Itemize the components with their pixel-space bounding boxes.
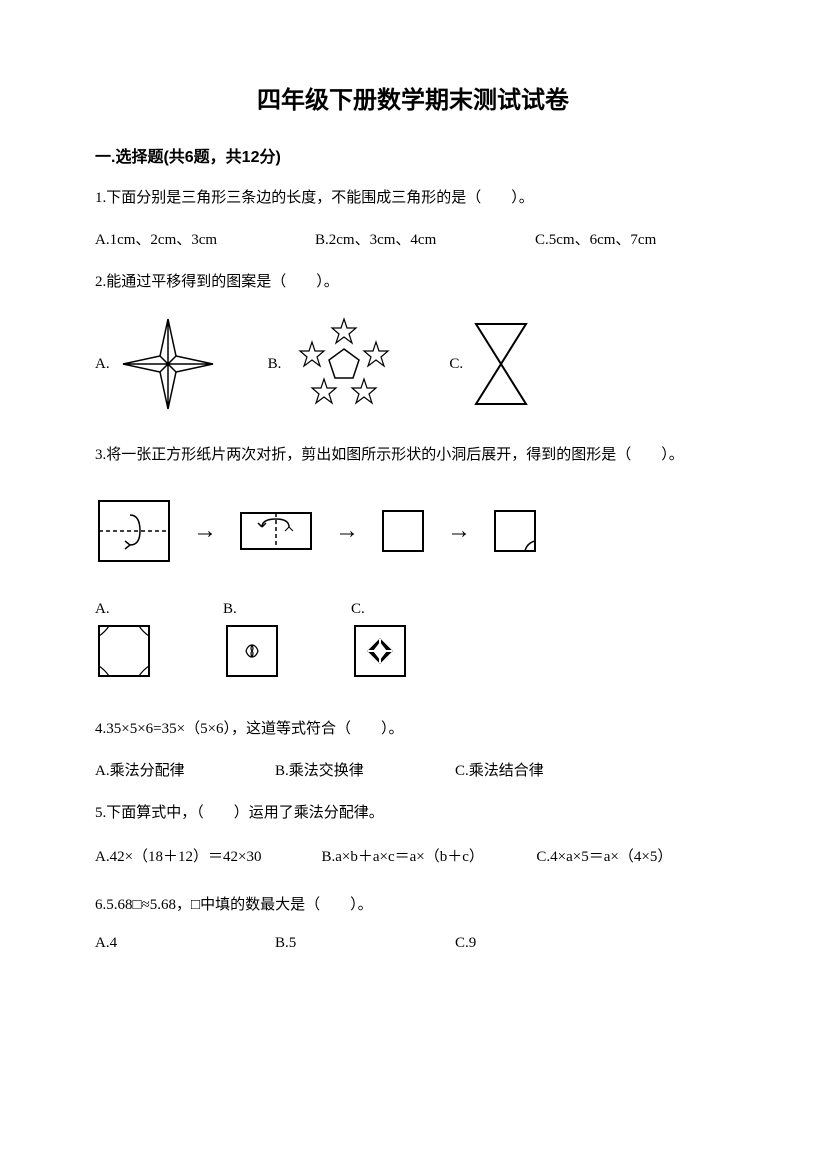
arrow-icon: → bbox=[335, 518, 359, 545]
q3-result-a-icon bbox=[95, 622, 153, 680]
fold-step1-icon bbox=[95, 497, 173, 565]
section-header: 一.选择题(共6题，共12分) bbox=[95, 143, 731, 167]
q5-text: 5.下面算式中，（ ）运用了乘法分配律。 bbox=[95, 800, 731, 827]
q3-result-b-icon bbox=[223, 622, 281, 680]
q1-opt-a: A.1cm、2cm、3cm bbox=[95, 228, 315, 249]
q2-image-options: A. B. C. bbox=[95, 314, 731, 414]
q6-opt-c: C.9 bbox=[455, 935, 731, 952]
q5-options: A.42×（18＋12）＝42×30 B.a×b＋a×c＝a×（b＋c） C.4… bbox=[95, 843, 731, 872]
q3-opt-b: B. bbox=[223, 601, 281, 680]
q3-text: 3.将一张正方形纸片两次对折，剪出如图所示形状的小洞后展开，得到的图形是（ ）。 bbox=[95, 442, 731, 469]
q4-text: 4.35×5×6=35×（5×6），这道等式符合（ ）。 bbox=[95, 716, 731, 743]
q2-b-label: B. bbox=[268, 356, 282, 373]
q6-opt-b: B.5 bbox=[275, 935, 455, 952]
arrow-icon: → bbox=[193, 518, 217, 545]
q3-a-label: A. bbox=[95, 601, 110, 618]
q1-opt-b: B.2cm、3cm、4cm bbox=[315, 228, 535, 249]
q3-result-c-icon bbox=[351, 622, 409, 680]
q6-text: 6.5.68□≈5.68，□中填的数最大是（ ）。 bbox=[95, 892, 731, 919]
q3-fold-sequence: → → → bbox=[95, 497, 731, 565]
q3-opt-a: A. bbox=[95, 601, 153, 680]
pentagon-stars-icon bbox=[289, 314, 399, 414]
q2-text: 2.能通过平移得到的图案是（ ）。 bbox=[95, 269, 731, 296]
q3-c-label: C. bbox=[351, 601, 365, 618]
q3-opt-c: C. bbox=[351, 601, 409, 680]
q2-a-label: A. bbox=[95, 356, 110, 373]
q6-options: A.4 B.5 C.9 bbox=[95, 935, 731, 952]
q2-opt-a: A. bbox=[95, 314, 218, 414]
q4-opt-b: B.乘法交换律 bbox=[275, 759, 455, 780]
fold-step2-icon bbox=[237, 509, 315, 553]
q4-options: A.乘法分配律 B.乘法交换律 C.乘法结合律 bbox=[95, 759, 731, 780]
q2-c-label: C. bbox=[449, 356, 463, 373]
fold-step4-icon bbox=[491, 507, 539, 555]
q4-opt-c: C.乘法结合律 bbox=[455, 759, 731, 780]
q4-opt-a: A.乘法分配律 bbox=[95, 759, 275, 780]
arrow-icon: → bbox=[447, 518, 471, 545]
q2-opt-b: B. bbox=[268, 314, 400, 414]
q1-opt-c: C.5cm、6cm、7cm bbox=[535, 228, 731, 249]
four-point-star-icon bbox=[118, 314, 218, 414]
q3-b-label: B. bbox=[223, 601, 237, 618]
q1-text: 1.下面分别是三角形三条边的长度，不能围成三角形的是（ ）。 bbox=[95, 185, 731, 212]
hourglass-icon bbox=[471, 319, 531, 409]
exam-title: 四年级下册数学期末测试试卷 bbox=[95, 80, 731, 115]
q6-opt-a: A.4 bbox=[95, 935, 275, 952]
q3-answer-options: A. B. C. bbox=[95, 601, 731, 680]
q1-options: A.1cm、2cm、3cm B.2cm、3cm、4cm C.5cm、6cm、7c… bbox=[95, 228, 731, 249]
q2-opt-c: C. bbox=[449, 319, 531, 409]
fold-step3-icon bbox=[379, 507, 427, 555]
